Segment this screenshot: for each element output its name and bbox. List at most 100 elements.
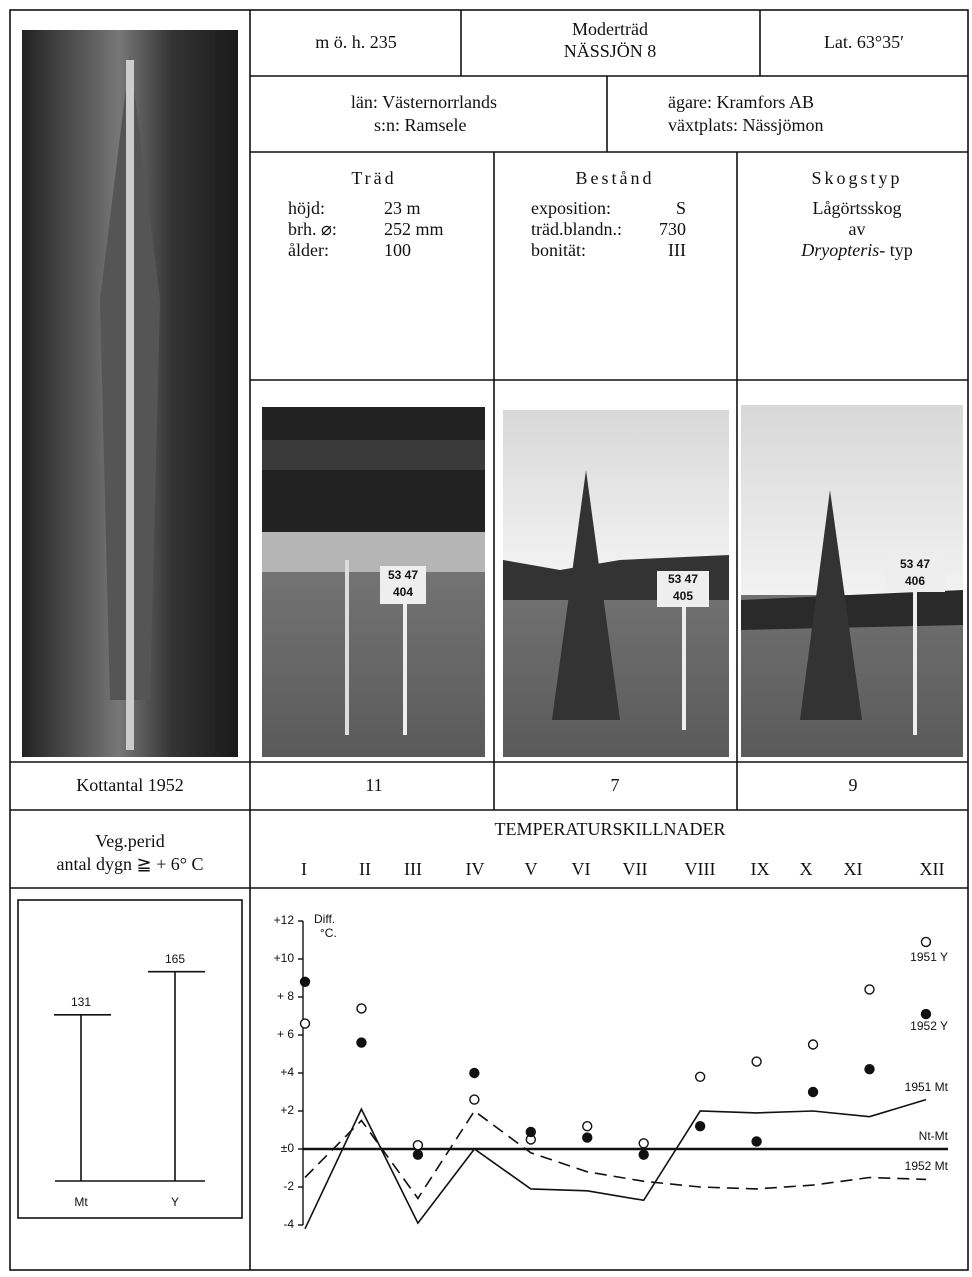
owner: ägare: Kramfors AB xyxy=(668,92,814,112)
month-label: III xyxy=(404,859,422,879)
veg-label: antal dygn ≧ + 6° C xyxy=(57,854,204,874)
series-label: 1951 Mt xyxy=(905,1080,949,1094)
cone-count: 9 xyxy=(849,775,858,795)
site: växtplats: Nässjömon xyxy=(668,115,824,135)
forest-type: Dryopteris- typ xyxy=(800,240,913,260)
property-label: träd.blandn.: xyxy=(531,219,622,239)
series-label: 1951 Y xyxy=(910,950,948,964)
property-label: bonität: xyxy=(531,240,586,260)
property-rows: höjd: 23 m brh. ⌀: 252 mm ålder: 100 expositio… xyxy=(288,198,686,260)
genus: Dryopteris xyxy=(800,240,879,260)
value-label: 165 xyxy=(165,952,185,966)
sign-text: 53 47 xyxy=(388,568,418,582)
data-point xyxy=(921,1010,930,1019)
data-point xyxy=(583,1122,592,1131)
parish: s:n: Ramsele xyxy=(374,115,467,135)
sign-text: 405 xyxy=(673,589,693,603)
sign-text: 406 xyxy=(905,574,925,588)
month-label: XII xyxy=(920,859,945,879)
forest-type: Lågörtsskog xyxy=(813,198,902,218)
forest-type: av xyxy=(849,219,866,239)
altitude: m ö. h. 235 xyxy=(315,32,397,52)
county: län: Västernorrlands xyxy=(351,92,497,112)
series-label: 1952 Y xyxy=(910,1019,948,1033)
data-point xyxy=(357,1004,366,1013)
plant-photos xyxy=(262,405,963,757)
property-value: 730 xyxy=(659,219,686,239)
month-label: II xyxy=(359,859,371,879)
month-label: IV xyxy=(466,859,485,879)
data-point xyxy=(696,1122,705,1131)
title: Moderträd xyxy=(572,19,648,39)
data-point xyxy=(696,1072,705,1081)
bar xyxy=(148,972,205,1181)
data-point xyxy=(809,1088,818,1097)
property-value: 23 m xyxy=(384,198,421,218)
property-value: S xyxy=(676,198,686,218)
y-tick-label: -4 xyxy=(283,1217,294,1231)
sign-text: 53 47 xyxy=(900,557,930,571)
axis-label: °C. xyxy=(320,926,337,940)
data-point xyxy=(470,1069,479,1078)
title: NÄSSJÖN 8 xyxy=(564,41,657,61)
x-tick-label: Y xyxy=(171,1195,179,1209)
month-label: V xyxy=(525,859,538,879)
data-point xyxy=(865,1065,874,1074)
cone-count: 7 xyxy=(611,775,620,795)
y-tick-label: +12 xyxy=(274,913,295,927)
veg-label: Veg.perid xyxy=(95,831,164,851)
y-tick-label: +10 xyxy=(274,951,295,965)
data-point xyxy=(752,1137,761,1146)
section-title: Bestånd xyxy=(576,168,655,188)
y-tick-label: -2 xyxy=(283,1179,294,1193)
month-label: VII xyxy=(623,859,648,879)
month-label: VI xyxy=(572,859,591,879)
y-tick-label: ±0 xyxy=(281,1141,295,1155)
y-tick-label: + 8 xyxy=(277,989,294,1003)
y-tick-label: +4 xyxy=(280,1065,294,1079)
month-label: IX xyxy=(751,859,770,879)
property-label: brh. ⌀: xyxy=(288,219,337,239)
data-point xyxy=(639,1139,648,1148)
section-title: Skogstyp xyxy=(811,168,902,188)
data-point xyxy=(470,1095,479,1104)
y-tick-label: +2 xyxy=(280,1103,294,1117)
latitude: Lat. 63°35′ xyxy=(824,32,904,52)
data-point xyxy=(301,1019,310,1028)
reference-label: Nt-Mt xyxy=(919,1129,949,1143)
cone-count: 11 xyxy=(365,775,382,795)
cone-label: Kottantal 1952 xyxy=(76,775,183,795)
data-line xyxy=(305,1100,926,1229)
suffix: - typ xyxy=(879,240,913,260)
data-point xyxy=(413,1150,422,1159)
y-tick-label: + 6 xyxy=(277,1027,294,1041)
data-point xyxy=(752,1057,761,1066)
mother-tree-photo xyxy=(22,30,238,757)
axis-label: Diff. xyxy=(314,912,335,926)
sign-text: 53 47 xyxy=(668,572,698,586)
document-page: 53 47 404 53 47 405 53 47 406 m ö. h. 23… xyxy=(0,0,972,1277)
sign-text: 404 xyxy=(393,585,413,599)
month-label: X xyxy=(800,859,813,879)
data-point xyxy=(413,1141,422,1150)
data-line xyxy=(305,1111,926,1198)
property-label: höjd: xyxy=(288,198,325,218)
data-point xyxy=(526,1127,535,1136)
series-label: 1952 Mt xyxy=(905,1159,949,1173)
property-label: ålder: xyxy=(288,240,329,260)
value-label: 131 xyxy=(71,995,91,1009)
property-label: exposition: xyxy=(531,198,611,218)
bar xyxy=(54,1015,111,1181)
data-point xyxy=(809,1040,818,1049)
data-point xyxy=(583,1133,592,1142)
data-point xyxy=(921,937,930,946)
temperature-title: TEMPERATURSKILLNADER xyxy=(494,819,725,839)
month-label: I xyxy=(301,859,307,879)
month-label: VIII xyxy=(685,859,716,879)
property-value: 252 mm xyxy=(384,219,444,239)
property-value: 100 xyxy=(384,240,411,260)
x-tick-label: Mt xyxy=(74,1195,88,1209)
data-point xyxy=(639,1150,648,1159)
section-title: Träd xyxy=(351,168,396,188)
data-point xyxy=(357,1038,366,1047)
